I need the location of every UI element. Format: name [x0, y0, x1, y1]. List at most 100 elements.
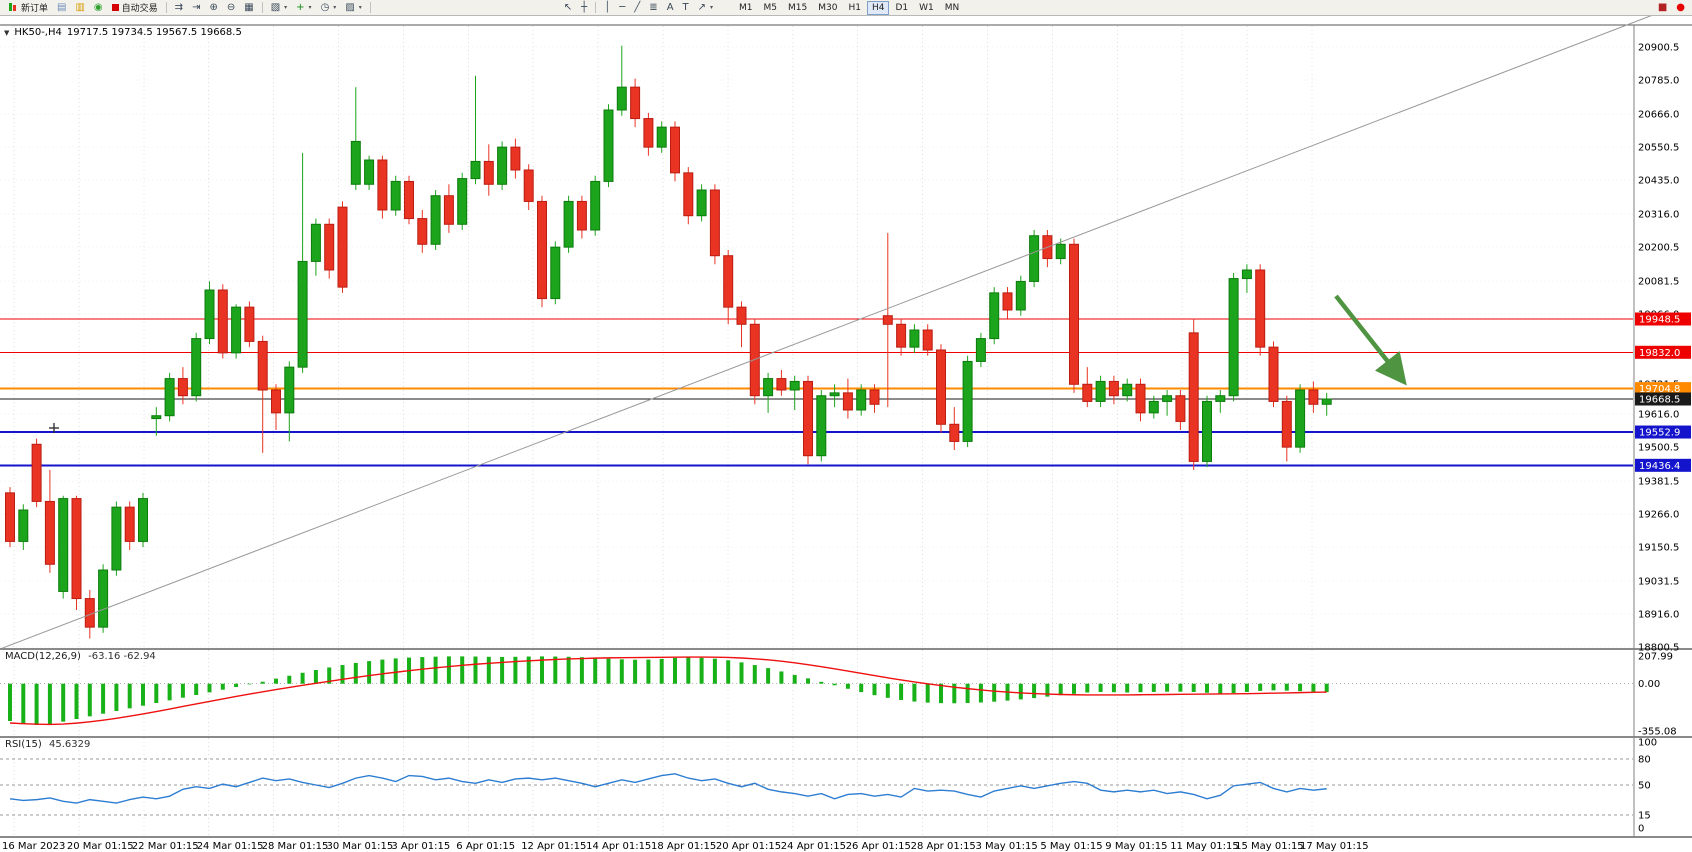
timeframe-mn-button[interactable]: MN: [940, 1, 965, 15]
candle: [936, 349, 946, 425]
text-button[interactable]: A: [663, 1, 678, 15]
dropdown-arrow-icon: ▾: [710, 4, 714, 11]
candle: [177, 378, 188, 397]
new-order-button[interactable]: 新订单: [3, 1, 52, 15]
trendline-icon: ╱: [634, 1, 641, 13]
crosshair-icon: ┼: [581, 1, 588, 13]
date-tick-label: 6 Apr 01:15: [456, 841, 515, 852]
notification-badge: ●: [1676, 1, 1685, 13]
candle: [816, 395, 827, 457]
candle: [1268, 346, 1279, 402]
dropdown-arrow-icon: ▾: [333, 4, 337, 11]
candle: [789, 380, 800, 391]
text-label-icon: T: [682, 1, 689, 13]
tile-windows-button[interactable]: ▦: [240, 1, 257, 15]
window-close-icon[interactable]: ■: [1654, 1, 1671, 15]
timeframe-m5-button[interactable]: M5: [759, 1, 783, 15]
date-tick-label: 17 May 01:15: [1300, 841, 1369, 852]
timeframe-m30-button[interactable]: M30: [813, 1, 842, 15]
auto-scroll-icon: ⇉: [174, 1, 184, 13]
date-axis[interactable]: [0, 837, 1692, 852]
fibonacci-button[interactable]: ≣: [645, 1, 661, 15]
rsi-scale-label: 80: [1638, 755, 1651, 766]
candle: [1055, 243, 1066, 260]
text-label-button[interactable]: T: [679, 1, 693, 15]
candle: [324, 223, 335, 271]
calendar-button[interactable]: ▥: [71, 1, 88, 15]
candle: [882, 315, 893, 325]
periods-button[interactable]: ◷ ▾: [317, 1, 341, 15]
price-tick-label: 18916.0: [1638, 610, 1679, 621]
chart-tools-group: ⇉ ⇥ ⊕ ⊖ ▦ ▧ ▾ + ▾ ◷ ▾ ▨ ▾ ↖ ┼ │ ─ ╱ ≣ A T ↗ ▾: [171, 1, 717, 15]
candle: [350, 140, 361, 185]
timeframe-h4-button[interactable]: H4: [866, 0, 890, 15]
candle: [1255, 269, 1266, 348]
macd-scale-label: -355.08: [1638, 727, 1677, 738]
price-tick-label: 18800.5: [1638, 643, 1679, 654]
date-tick-label: 3 May 01:15: [976, 841, 1038, 852]
horizontal-line-button[interactable]: ─: [615, 1, 629, 15]
candle: [204, 289, 215, 340]
new-order-icon: [7, 2, 18, 13]
chart-symbol-period: HK50-,H4: [14, 27, 62, 38]
timeframe-toolbar: M1 M5 M15 M30 H1 H4 D1 W1 MN: [734, 0, 965, 15]
arrows-button[interactable]: ↗ ▾: [694, 1, 717, 15]
candle: [630, 86, 641, 120]
community-button[interactable]: ◉: [90, 1, 107, 15]
candle: [98, 569, 109, 628]
zoom-in-button[interactable]: ⊕: [205, 1, 221, 15]
fibonacci-icon: ≣: [649, 1, 658, 13]
candle: [1029, 235, 1040, 282]
auto-scroll-button[interactable]: ⇉: [171, 1, 187, 15]
cursor-button[interactable]: ↖: [560, 1, 576, 15]
vertical-line-button[interactable]: │: [600, 1, 614, 15]
price-tick-label: 20550.5: [1638, 143, 1679, 154]
candle: [962, 360, 973, 442]
crosshair-button[interactable]: ┼: [577, 1, 591, 15]
candle: [404, 180, 414, 220]
chart-shift-button[interactable]: ⇥: [188, 1, 204, 15]
new-chart-button[interactable]: ▧ ▾: [267, 1, 291, 15]
candle: [111, 506, 122, 571]
macd-panel[interactable]: [0, 650, 1633, 736]
templates-button[interactable]: ▨ ▾: [341, 1, 365, 15]
candle: [244, 306, 255, 342]
rsi-name: RSI(15): [5, 739, 42, 750]
date-tick-label: 28 Apr 01:15: [911, 841, 976, 852]
indicators-button[interactable]: + ▾: [292, 1, 315, 15]
arrows-icon: ↗: [697, 1, 707, 13]
rsi-value: 45.6329: [48, 739, 91, 750]
rsi-panel[interactable]: [0, 737, 1633, 836]
candle: [709, 189, 720, 257]
collapse-symbol-icon[interactable]: ▼: [4, 28, 10, 37]
timeframe-w1-button[interactable]: W1: [914, 1, 939, 15]
candle: [31, 443, 42, 502]
new-chart-icon: ▧: [270, 1, 281, 13]
timeframe-h1-button[interactable]: H1: [843, 1, 866, 15]
notification-badge[interactable]: ●: [1672, 1, 1689, 15]
market-watch-button[interactable]: ▤: [53, 1, 70, 15]
calendar-icon: ▥: [75, 1, 85, 13]
date-tick-label: 28 Mar 01:15: [262, 841, 329, 852]
auto-trade-button[interactable]: 自动交易: [108, 1, 162, 15]
candle: [151, 415, 162, 420]
candle: [443, 195, 454, 225]
date-tick-label: 15 May 01:15: [1235, 841, 1304, 852]
timeframe-m15-button[interactable]: M15: [783, 1, 812, 15]
price-tag-label: 19668.5: [1639, 395, 1680, 406]
candle: [470, 160, 481, 180]
candle: [1241, 269, 1252, 280]
candle: [537, 200, 547, 300]
price-tag-label: 19948.5: [1639, 315, 1680, 326]
timeframe-d1-button[interactable]: D1: [890, 1, 913, 15]
candle: [643, 118, 654, 148]
price-tick-label: 20900.5: [1638, 43, 1679, 54]
chart-header: ▼ HK50-,H4 19717.5 19734.5 19567.5 19668…: [4, 27, 242, 38]
timeframe-m1-button[interactable]: M1: [734, 1, 758, 15]
candle: [430, 195, 441, 245]
rsi-scale-label: 0: [1638, 824, 1644, 835]
rsi-scale-label: 100: [1638, 738, 1657, 749]
zoom-out-button[interactable]: ⊖: [223, 1, 239, 15]
trend-arrow[interactable]: [1334, 294, 1407, 386]
trendline-button[interactable]: ╱: [630, 1, 644, 15]
